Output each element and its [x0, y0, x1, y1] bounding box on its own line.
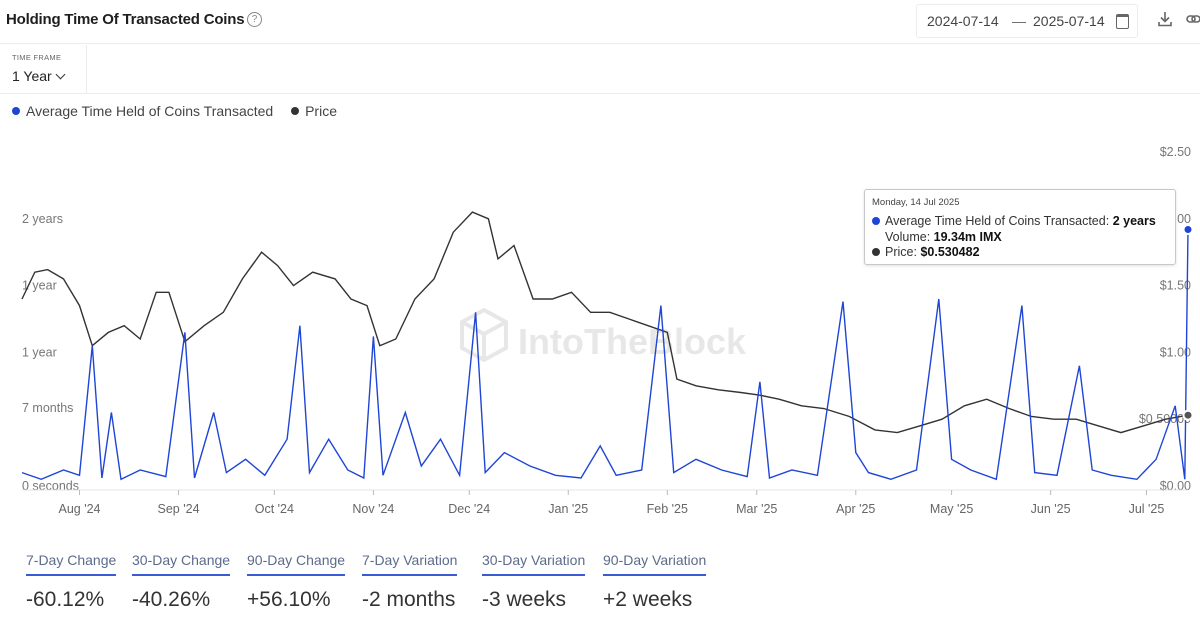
timeframe-dropdown[interactable]: 1 Year — [12, 68, 66, 84]
chart-legend: Average Time Held of Coins Transacted Pr… — [12, 103, 351, 119]
x-axis: Aug '24 Sep '24 Oct '24 Nov '24 Dec '24 Jan '… — [22, 489, 1188, 516]
date-from[interactable]: 2024-07-14 — [927, 13, 999, 29]
stat-value: +2 weeks — [603, 588, 693, 611]
date-separator: — — [1012, 13, 1026, 29]
x-tick-label: Sep '24 — [158, 502, 200, 516]
x-tick-label: Feb '25 — [647, 502, 688, 516]
x-tick-label: Aug '24 — [58, 502, 100, 516]
right-tick-label: $2.50 — [1160, 145, 1191, 159]
legend-dot-holding-time — [12, 107, 20, 115]
x-tick-label: Mar '25 — [736, 502, 777, 516]
x-tick-label: May '25 — [930, 502, 973, 516]
link-icon[interactable] — [1186, 12, 1200, 26]
stat-30-day-change[interactable]: 30-Day Change -40.26% — [132, 552, 231, 612]
left-tick-label: 1 year — [22, 279, 57, 293]
timeframe-label: TIME FRAME — [12, 53, 62, 62]
left-tick-label: 7 months — [22, 401, 73, 415]
tooltip-label-holding-time: Average Time Held of Coins Transacted: — [885, 214, 1110, 228]
stat-90-day-variation[interactable]: 90-Day Variation +2 weeks — [603, 552, 707, 612]
legend-dot-price — [291, 107, 300, 115]
stat-label: 7-Day Variation — [362, 552, 458, 576]
stat-label: 90-Day Variation — [603, 552, 707, 576]
stat-value: -3 weeks — [482, 588, 567, 611]
page-title: Holding Time Of Transacted Coins — [6, 11, 245, 28]
tooltip-row-price: Price: $0.530482 — [872, 245, 980, 259]
tooltip-value-volume: 19.34m IMX — [933, 230, 1002, 244]
left-tick-label: 0 seconds — [22, 479, 79, 493]
tooltip-label-volume: Volume: — [885, 230, 931, 244]
tooltip-dot-price — [872, 248, 880, 256]
hover-dot-holding-time — [1182, 223, 1194, 235]
stat-90-day-change[interactable]: 90-Day Change +56.10% — [247, 552, 346, 612]
divider — [0, 93, 1200, 94]
x-tick-label: Jan '25 — [548, 502, 588, 516]
x-tick-label: Jul '25 — [1129, 502, 1165, 516]
download-icon[interactable] — [1157, 10, 1173, 28]
stat-7-day-change[interactable]: 7-Day Change -60.12% — [26, 552, 117, 612]
chart-tooltip: Monday, 14 Jul 2025 Average Time Held of… — [864, 189, 1176, 265]
left-tick-label: 2 years — [22, 212, 63, 226]
right-tick-label: $1.50 — [1160, 279, 1191, 293]
chevron-down-icon — [55, 69, 66, 80]
x-tick-label: Dec '24 — [448, 502, 490, 516]
legend-item-holding-time[interactable]: Average Time Held of Coins Transacted — [12, 103, 273, 119]
right-tick-label: $0.00 — [1160, 479, 1191, 493]
stat-value: +56.10% — [247, 588, 331, 611]
date-range-picker[interactable]: 2024-07-14 — 2025-07-14 — [916, 4, 1138, 38]
timeframe-value: 1 Year — [12, 68, 52, 84]
watermark-text: IntoTheBlock — [518, 321, 747, 362]
legend-label-price: Price — [305, 103, 337, 119]
x-tick-label: Nov '24 — [352, 502, 394, 516]
x-tick-label: Jun '25 — [1031, 502, 1071, 516]
tooltip-label-price: Price: — [885, 245, 917, 259]
left-axis: 0 seconds 7 months 1 year 1 year 2 years — [22, 212, 79, 493]
tooltip-value-holding-time: 2 years — [1112, 214, 1156, 228]
stat-7-day-variation[interactable]: 7-Day Variation -2 months — [362, 552, 458, 612]
stat-value: -60.12% — [26, 588, 105, 611]
left-tick-label: 1 year — [22, 345, 57, 359]
hover-dot-price — [1182, 409, 1194, 421]
x-tick-label: Apr '25 — [836, 502, 875, 516]
stat-label: 7-Day Change — [26, 552, 117, 576]
legend-item-price[interactable]: Price — [291, 103, 337, 119]
timeframe-selector[interactable]: TIME FRAME 1 Year — [0, 45, 87, 93]
holding-time-series-line — [21, 229, 1189, 481]
legend-label-holding-time: Average Time Held of Coins Transacted — [26, 103, 274, 119]
tooltip-dot-holding-time — [872, 217, 880, 225]
tooltip-row-volume: Volume: 19.34m IMX — [885, 230, 1002, 244]
stat-label: 30-Day Variation — [482, 552, 586, 576]
price-series-line — [21, 211, 1189, 434]
right-tick-label: $1.00 — [1160, 345, 1191, 359]
calendar-icon[interactable] — [1116, 14, 1129, 29]
tooltip-date: Monday, 14 Jul 2025 — [872, 197, 960, 208]
watermark: IntoTheBlock — [460, 307, 747, 363]
watermark-logo-icon — [460, 307, 508, 363]
tooltip-value-price: $0.530482 — [920, 245, 980, 259]
stat-value: -40.26% — [132, 588, 211, 611]
stat-value: -2 months — [362, 588, 456, 611]
stat-label: 30-Day Change — [132, 552, 231, 576]
x-tick-label: Oct '24 — [255, 502, 294, 516]
stat-label: 90-Day Change — [247, 552, 346, 576]
tooltip-row-holding-time: Average Time Held of Coins Transacted: 2… — [872, 214, 1156, 228]
chart-header: Holding Time Of Transacted Coins ? 2024-… — [0, 0, 1200, 44]
date-to[interactable]: 2025-07-14 — [1033, 13, 1105, 29]
stat-30-day-variation[interactable]: 30-Day Variation -3 weeks — [482, 552, 586, 612]
question-circle-icon[interactable]: ? — [247, 12, 262, 27]
